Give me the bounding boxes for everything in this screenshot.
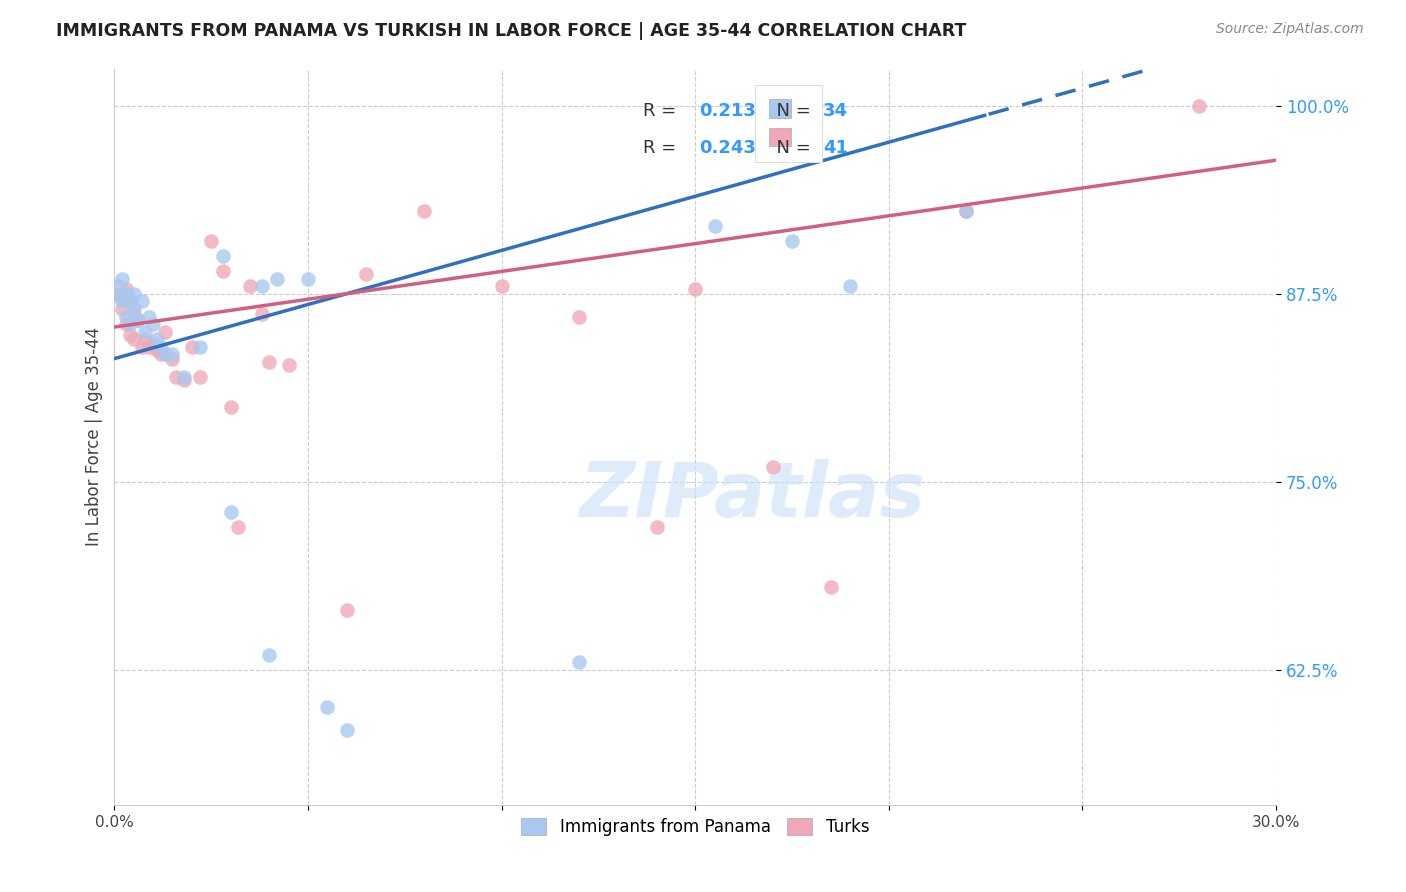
Point <box>259 648 281 662</box>
Point <box>839 279 862 293</box>
Point <box>219 505 242 519</box>
Point <box>115 287 138 301</box>
Point <box>955 204 977 219</box>
Point <box>107 279 129 293</box>
Point <box>111 272 134 286</box>
Point <box>127 312 149 326</box>
Point <box>568 655 591 669</box>
Point <box>118 294 141 309</box>
Point <box>1188 99 1211 113</box>
Point <box>107 287 129 301</box>
Point <box>115 317 138 331</box>
Legend: Immigrants from Panama, Turks: Immigrants from Panama, Turks <box>513 810 877 845</box>
Point <box>180 340 202 354</box>
Point <box>259 354 281 368</box>
Point <box>568 310 591 324</box>
Point <box>173 373 195 387</box>
Point <box>122 306 145 320</box>
Point <box>250 279 273 293</box>
Point <box>162 351 184 366</box>
Text: 34: 34 <box>823 103 848 120</box>
Point <box>162 347 184 361</box>
Point <box>211 249 233 263</box>
Text: 0.243: 0.243 <box>699 139 755 157</box>
Point <box>127 312 149 326</box>
Text: Source: ZipAtlas.com: Source: ZipAtlas.com <box>1216 22 1364 37</box>
Point <box>239 279 262 293</box>
Point <box>413 204 436 219</box>
Point <box>134 325 156 339</box>
Text: 41: 41 <box>823 139 848 157</box>
Point <box>316 700 339 714</box>
Point <box>118 317 141 331</box>
Point <box>111 292 134 306</box>
Point <box>336 723 359 737</box>
Point <box>118 327 141 342</box>
Point <box>780 235 803 249</box>
Point <box>134 332 156 346</box>
Point <box>122 332 145 346</box>
Point <box>142 336 165 351</box>
Point <box>354 268 377 282</box>
Point <box>122 301 145 316</box>
Point <box>153 347 176 361</box>
Point <box>645 520 668 534</box>
Point <box>115 283 138 297</box>
Text: 0.213: 0.213 <box>699 103 755 120</box>
Point <box>107 287 129 301</box>
Point <box>146 343 169 357</box>
Point <box>188 369 211 384</box>
Point <box>111 294 134 309</box>
Point <box>138 310 160 324</box>
Text: N =: N = <box>765 139 817 157</box>
Point <box>297 272 319 286</box>
Text: R =: R = <box>643 103 682 120</box>
Point <box>250 306 273 320</box>
Point <box>149 340 172 354</box>
Text: R =: R = <box>643 139 682 157</box>
Text: ZIPatlas: ZIPatlas <box>581 458 927 533</box>
Point <box>228 520 250 534</box>
Point <box>491 279 513 293</box>
Point <box>131 294 153 309</box>
Point <box>118 294 141 309</box>
Point <box>703 219 725 234</box>
Point <box>111 301 134 316</box>
Point <box>142 317 165 331</box>
Point <box>219 400 242 414</box>
Point <box>762 459 785 474</box>
Point <box>200 235 222 249</box>
Point <box>266 272 288 286</box>
Point <box>138 340 160 354</box>
Point <box>149 347 172 361</box>
Point <box>277 358 299 372</box>
Point <box>115 310 138 324</box>
Point <box>146 332 169 346</box>
Text: IMMIGRANTS FROM PANAMA VS TURKISH IN LABOR FORCE | AGE 35-44 CORRELATION CHART: IMMIGRANTS FROM PANAMA VS TURKISH IN LAB… <box>56 22 966 40</box>
Point <box>131 340 153 354</box>
Point <box>188 340 211 354</box>
Point <box>336 602 359 616</box>
Text: N =: N = <box>765 103 817 120</box>
Point <box>122 287 145 301</box>
Point <box>153 325 176 339</box>
Point <box>165 369 187 384</box>
Point <box>683 283 706 297</box>
Y-axis label: In Labor Force | Age 35-44: In Labor Force | Age 35-44 <box>86 327 103 546</box>
Point <box>820 580 842 594</box>
Point <box>955 204 977 219</box>
Point <box>173 369 195 384</box>
Point <box>211 264 233 278</box>
